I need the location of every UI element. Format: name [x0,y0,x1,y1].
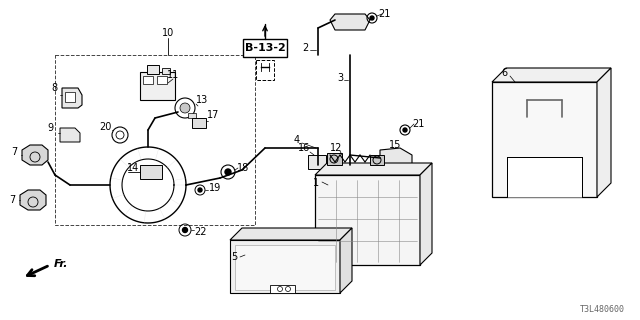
Bar [157,76,167,84]
Text: B-13-2: B-13-2 [244,43,285,53]
Polygon shape [230,240,340,293]
Bar [147,65,159,74]
Text: 8: 8 [51,83,57,93]
Circle shape [182,228,188,233]
Bar [55,55,255,225]
Circle shape [403,128,407,132]
Polygon shape [420,163,432,265]
Text: 20: 20 [99,122,111,132]
Circle shape [116,131,124,139]
Text: 16: 16 [298,143,310,153]
Text: 12: 12 [330,143,342,153]
Bar [492,82,597,197]
Polygon shape [507,157,582,197]
Text: 21: 21 [378,9,390,19]
Polygon shape [380,148,412,168]
Bar [327,153,342,165]
Bar [315,175,420,265]
Polygon shape [340,228,352,293]
Bar [140,72,175,100]
Text: 10: 10 [162,28,174,38]
Bar [65,92,75,102]
Bar [370,155,384,165]
Bar [140,165,162,179]
Polygon shape [315,163,432,175]
Polygon shape [22,145,48,165]
Text: 13: 13 [196,95,208,105]
Polygon shape [492,68,611,82]
Circle shape [180,103,190,113]
Text: 9: 9 [47,123,53,133]
Bar [235,245,335,290]
Polygon shape [20,190,46,210]
Text: 5: 5 [231,252,237,262]
FancyBboxPatch shape [243,39,287,57]
Text: 21: 21 [412,119,424,129]
Bar [270,285,295,293]
Bar [192,118,206,128]
Text: 14: 14 [127,163,139,173]
Text: 6: 6 [501,68,507,78]
Polygon shape [62,88,82,108]
Text: 15: 15 [389,140,401,150]
Text: 11: 11 [167,70,179,80]
Circle shape [370,16,374,20]
Text: 17: 17 [207,110,219,120]
Bar [162,68,170,74]
Circle shape [225,169,231,175]
Text: Fr.: Fr. [54,259,68,269]
Text: 4: 4 [294,135,300,145]
Text: 3: 3 [337,73,343,83]
Polygon shape [330,14,370,30]
Polygon shape [60,128,80,142]
Text: T3L480600: T3L480600 [580,306,625,315]
Text: 7: 7 [11,147,17,157]
Bar [256,60,274,80]
Bar [188,113,196,118]
Bar [143,76,153,84]
Polygon shape [230,228,352,240]
Text: 7: 7 [9,195,15,205]
Polygon shape [597,68,611,197]
Text: 2: 2 [302,43,308,53]
Text: 22: 22 [194,227,206,237]
Bar [308,155,326,169]
Circle shape [198,188,202,192]
Text: 19: 19 [209,183,221,193]
Text: 1: 1 [313,178,319,188]
Text: 18: 18 [237,163,249,173]
